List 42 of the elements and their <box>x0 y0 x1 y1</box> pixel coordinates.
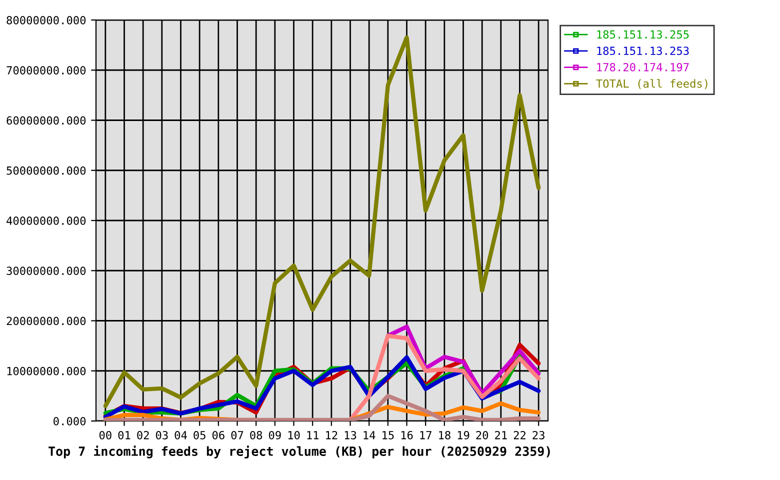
x-tick-label: 06 <box>212 430 224 440</box>
x-tick-label: 12 <box>326 430 338 440</box>
x-tick-label: 10 <box>288 430 300 440</box>
legend-label: TOTAL (all feeds) <box>596 79 708 90</box>
y-tick-label: 70000000.000 <box>6 66 86 75</box>
y-tick-label: 40000000.000 <box>6 216 86 225</box>
y-tick-label: 20000000.000 <box>6 316 86 326</box>
y-tick-label: 0.000 <box>54 417 86 426</box>
y-tick-label: 10000000.000 <box>7 366 86 376</box>
x-tick-label: 04 <box>174 430 187 440</box>
x-tick-label: 23 <box>532 430 544 440</box>
x-tick-label: 17 <box>420 431 432 440</box>
x-tick-label: 15 <box>382 431 394 440</box>
line-series <box>103 35 541 408</box>
x-tick-label: 18 <box>439 430 450 440</box>
y-tick-label: 50000000.000 <box>6 166 86 175</box>
x-tick-label: 19 <box>458 430 470 440</box>
legend-label: 178.20.174.197 <box>597 62 689 72</box>
x-tick-label: 05 <box>194 430 206 440</box>
x-tick-label: 16 <box>401 430 413 440</box>
x-tick-label: 11 <box>307 431 319 440</box>
line-series <box>386 324 541 396</box>
legend-label: 185.151.13.253 <box>597 46 689 56</box>
x-tick-label: 14 <box>364 431 376 440</box>
x-tick-label: 13 <box>344 430 356 440</box>
y-tick-label: 60000000.000 <box>6 116 86 125</box>
line-series <box>348 334 541 421</box>
x-tick-label: 07 <box>231 430 244 440</box>
x-tick-label: 20 <box>476 430 488 440</box>
x-tick-label: 01 <box>118 430 130 440</box>
x-tick-label: 08 <box>250 430 262 440</box>
x-tick-label: 03 <box>156 430 168 440</box>
text: Top 7 incoming feeds by reject volume (KB) per hour (20250929 2359) <box>48 446 550 458</box>
y-tick-label: 80000000.000 <box>6 16 86 24</box>
y-tick-label: 30000000.000 <box>6 266 86 276</box>
x-tick-label: 22 <box>514 430 526 440</box>
x-tick-label: 02 <box>137 430 149 440</box>
x-tick-label: 00 <box>99 430 112 440</box>
legend-label: 185.151.13.255 <box>597 30 689 39</box>
x-tick-label: 09 <box>268 430 281 440</box>
line-series <box>103 394 541 421</box>
x-tick-label: 21 <box>495 430 507 440</box>
